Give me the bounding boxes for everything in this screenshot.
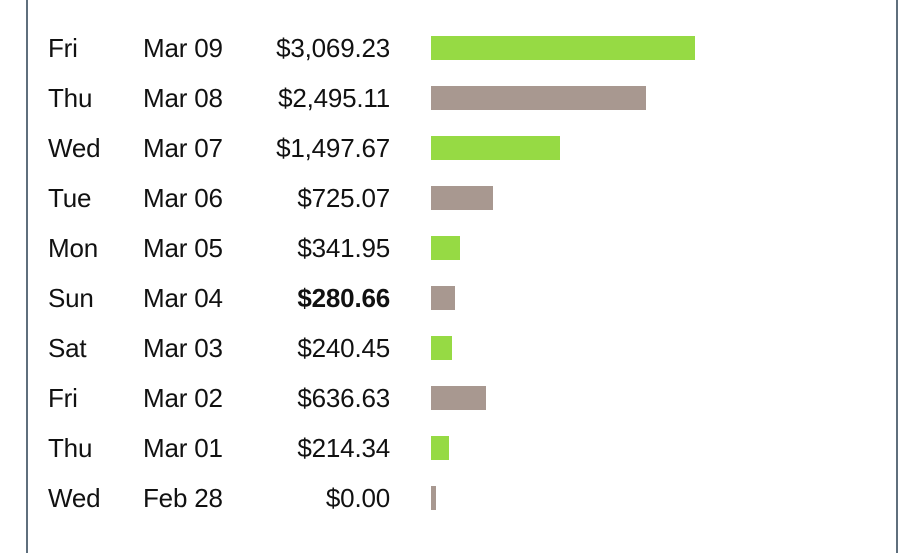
amount-label: $240.45 bbox=[297, 333, 390, 363]
sales-bar bbox=[431, 436, 449, 460]
day-label: Wed bbox=[48, 483, 101, 513]
amount-label: $0.00 bbox=[325, 483, 390, 513]
sales-bar bbox=[431, 386, 486, 410]
day-label: Thu bbox=[48, 433, 93, 463]
table-row: Tue Mar 06 $725.07 bbox=[28, 173, 896, 223]
amount-label: $1,497.67 bbox=[276, 133, 390, 163]
amount-label: $2,495.11 bbox=[278, 83, 390, 113]
sales-bar bbox=[431, 486, 436, 510]
daily-sales-panel: Fri Mar 09 $3,069.23 Thu Mar 08 $2,495.11 Wed M… bbox=[26, 0, 898, 553]
table-row: Sun Mar 04 $280.66 bbox=[28, 273, 896, 323]
amount-label: $725.07 bbox=[297, 183, 390, 213]
sales-bar bbox=[431, 86, 646, 110]
day-label: Mon bbox=[48, 233, 98, 263]
table-row: Thu Mar 08 $2,495.11 bbox=[28, 73, 896, 123]
table-row: Wed Mar 07 $1,497.67 bbox=[28, 123, 896, 173]
day-label: Fri bbox=[48, 33, 78, 63]
date-label: Feb 28 bbox=[143, 483, 223, 513]
sales-bar bbox=[431, 186, 493, 210]
day-label: Wed bbox=[48, 133, 101, 163]
table-row: Wed Feb 28 $0.00 bbox=[28, 473, 896, 523]
day-label: Fri bbox=[48, 383, 78, 413]
sales-bar bbox=[431, 286, 455, 310]
date-label: Mar 02 bbox=[143, 383, 223, 413]
sales-bar bbox=[431, 336, 452, 360]
sales-bar bbox=[431, 236, 460, 260]
amount-label: $214.34 bbox=[297, 433, 390, 463]
table-row: Fri Mar 02 $636.63 bbox=[28, 373, 896, 423]
date-label: Mar 06 bbox=[143, 183, 223, 213]
table-row: Mon Mar 05 $341.95 bbox=[28, 223, 896, 273]
table-row: Sat Mar 03 $240.45 bbox=[28, 323, 896, 373]
date-label: Mar 05 bbox=[143, 233, 223, 263]
date-label: Mar 01 bbox=[143, 433, 223, 463]
sales-bar bbox=[431, 36, 695, 60]
amount-label: $636.63 bbox=[297, 383, 390, 413]
date-label: Mar 07 bbox=[143, 133, 223, 163]
table-row: Fri Mar 09 $3,069.23 bbox=[28, 23, 896, 73]
day-label: Thu bbox=[48, 83, 93, 113]
date-label: Mar 04 bbox=[143, 283, 223, 313]
date-label: Mar 03 bbox=[143, 333, 223, 363]
day-label: Tue bbox=[48, 183, 92, 213]
date-label: Mar 08 bbox=[143, 83, 223, 113]
amount-label: $280.66 bbox=[297, 283, 390, 313]
table-row: Thu Mar 01 $214.34 bbox=[28, 423, 896, 473]
amount-label: $341.95 bbox=[297, 233, 390, 263]
amount-label: $3,069.23 bbox=[276, 33, 390, 63]
day-label: Sat bbox=[48, 333, 87, 363]
date-label: Mar 09 bbox=[143, 33, 223, 63]
sales-bar bbox=[431, 136, 560, 160]
day-label: Sun bbox=[48, 283, 94, 313]
